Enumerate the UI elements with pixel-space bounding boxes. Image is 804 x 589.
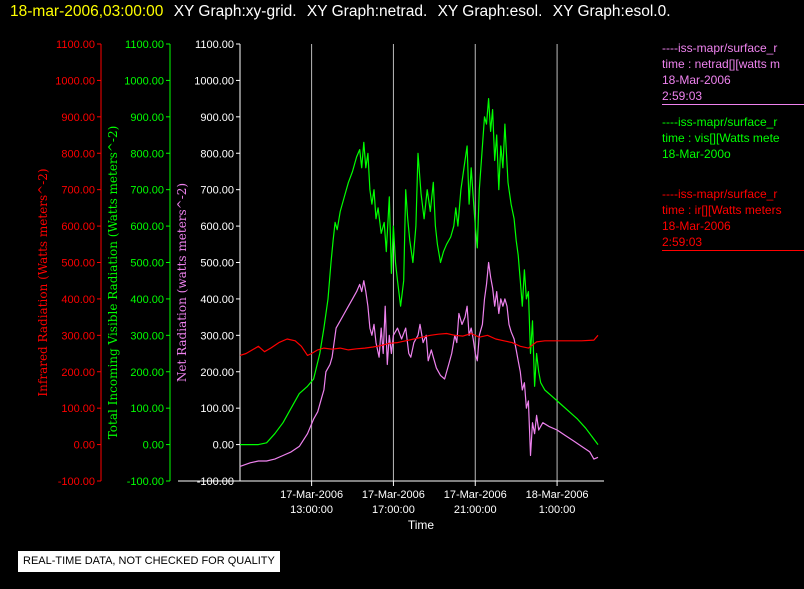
legend-vis-line-3: 18-Mar-200o [662,147,731,161]
y-tick-label-vis: 100.00 [130,403,164,415]
y-tick-label-ir: 1000.00 [55,75,95,87]
y-tick-label-ir: 400.00 [61,294,95,306]
y-tick-label-ir: 0.00 [74,440,95,452]
y-tick-label-net: 900.00 [200,112,234,124]
y-tick-label-net: 0.00 [213,440,234,452]
y-tick-label-net: 100.00 [200,403,234,415]
x-tick-label-time: 21:00:00 [454,504,497,516]
legend-net-line-1: ----iss-mapr/surface_r [662,41,778,55]
y-tick-label-net: 1000.00 [194,75,234,87]
y-tick-label-vis: -100.00 [127,476,164,488]
y-tick-label-net: 500.00 [200,258,234,270]
x-tick-label-time: 1:00:00 [539,504,576,516]
y-axis-label-vis: Total Incoming Visible Radiation (Watts … [106,126,120,440]
timestamp: 18-mar-2006,03:00:00 [10,3,164,20]
series-visible-radiation [240,98,599,446]
y-tick-label-vis: 800.00 [130,148,164,160]
y-tick-label-net: -100.00 [197,476,234,488]
y-tick-label-vis: 1100.00 [125,39,164,51]
y-tick-label-ir: 200.00 [61,367,95,379]
x-tick-label-date: 18-Mar-2006 [526,489,589,501]
y-tick-label-vis: 900.00 [130,112,164,124]
y-tick-label-vis: 400.00 [130,294,164,306]
y-tick-label-ir: 700.00 [61,185,95,197]
graph-title-4: XY Graph:esol.0. [552,3,671,20]
legend-ir-line-2: time : ir[][Watts meters [662,203,782,217]
legend-net-line-3: 18-Mar-2006 [662,73,731,87]
y-tick-label-ir: 900.00 [61,112,95,124]
y-tick-label-net: 1100.00 [195,39,234,51]
y-tick-label-vis: 1000.00 [124,75,164,87]
y-tick-label-net: 400.00 [200,294,234,306]
series-infrared-radiation [239,332,599,356]
y-tick-label-net: 800.00 [200,148,234,160]
y-tick-label-vis: 500.00 [130,258,164,270]
legend-ir-line-3: 18-Mar-2006 [662,219,731,233]
legend-net-line-4: 2:59:03 [662,89,703,103]
legend-vis-line-1: ----iss-mapr/surface_r [662,115,778,129]
legend-net-radiation: ----iss-mapr/surface_r time : netrad[][w… [662,40,804,105]
graph-title-3: XY Graph:esol. [437,3,543,20]
y-tick-label-net: 300.00 [200,330,234,342]
y-tick-label-ir: 500.00 [61,258,95,270]
x-axis-label: Time [408,518,435,532]
quality-notice: REAL-TIME DATA, NOT CHECKED FOR QUALITY [18,551,280,572]
x-tick-label-time: 13:00:00 [290,504,333,516]
x-tick-label-date: 17-Mar-2006 [362,489,425,501]
x-tick-label-date: 17-Mar-2006 [280,489,343,501]
y-tick-label-net: 600.00 [200,221,234,233]
legend-vis-line-2: time : vis[][Watts mete [662,131,780,145]
y-tick-label-net: 700.00 [200,185,234,197]
legend-separator [662,250,804,251]
y-axis-label-ir: Infrared Radiation (Watts meters^-2) [36,168,50,396]
y-tick-label-vis: 300.00 [130,330,164,342]
x-tick-label-time: 17:00:00 [372,504,415,516]
y-tick-label-ir: -100.00 [58,476,95,488]
graph-title-2: XY Graph:netrad. [306,3,428,20]
graph-title-1: XY Graph:xy-grid. [173,3,297,20]
y-tick-label-ir: 1100.00 [56,39,95,51]
y-tick-label-ir: 100.00 [61,403,95,415]
legend-net-line-2: time : netrad[][watts m [662,57,781,71]
y-tick-label-net: 200.00 [200,367,234,379]
y-tick-label-ir: 800.00 [61,148,95,160]
legend-ir-line-4: 2:59:03 [662,235,703,249]
y-tick-label-vis: 700.00 [130,185,164,197]
y-tick-label-ir: 300.00 [61,330,95,342]
legend-infrared-radiation: ----iss-mapr/surface_r time : ir[][Watts… [662,186,804,251]
legend-ir-line-1: ----iss-mapr/surface_r [662,187,778,201]
y-tick-label-vis: 0.00 [143,440,164,452]
y-tick-label-vis: 600.00 [130,221,164,233]
chart-header: 18-mar-2006,03:00:00 XY Graph:xy-grid. X… [0,0,804,24]
legend-visible-radiation: ----iss-mapr/surface_r time : vis[][Watt… [662,114,804,162]
y-tick-label-ir: 600.00 [61,221,95,233]
series-net-radiation [239,261,599,467]
legend-separator [662,104,804,105]
y-axis-label-net: Net Radiation (watts meters^-2) [175,183,189,382]
x-tick-label-date: 17-Mar-2006 [444,489,507,501]
y-tick-label-vis: 200.00 [130,367,164,379]
